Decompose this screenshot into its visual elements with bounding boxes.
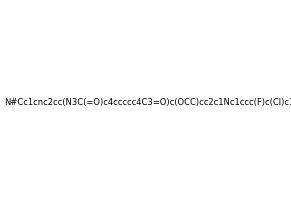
Text: N#Cc1cnc2cc(N3C(=O)c4ccccc4C3=O)c(OCC)cc2c1Nc1ccc(F)c(Cl)c1: N#Cc1cnc2cc(N3C(=O)c4ccccc4C3=O)c(OCC)cc… <box>4 98 291 106</box>
